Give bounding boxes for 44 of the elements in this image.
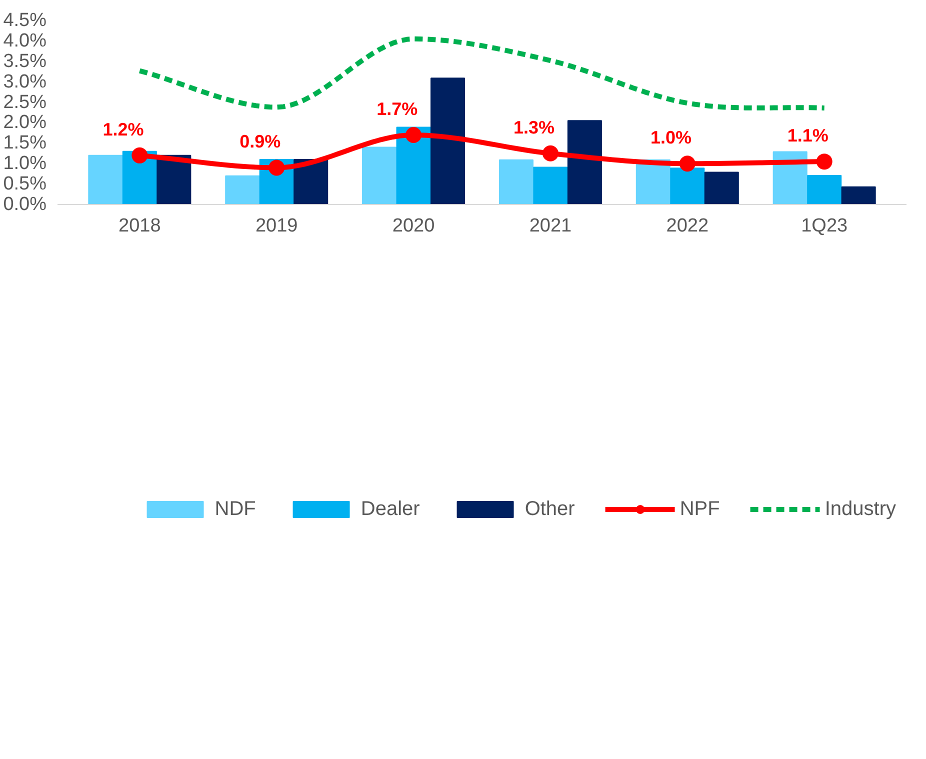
data-label: 1.1% [787,126,828,146]
bar [498,159,534,204]
y-tick-label: 0.0% [3,194,47,215]
bar [88,154,123,204]
y-tick-label: 1.5% [3,132,47,154]
point [406,127,422,143]
bar [841,186,876,204]
bar [362,146,397,204]
legend-label: NDF [214,498,256,520]
x-tick-label: 2020 [392,216,435,236]
x-tick-label: 2018 [118,216,161,236]
y-tick-label: 4.5% [3,10,47,31]
y-tick-label: 3.5% [3,50,47,72]
data-label: 1.0% [650,128,692,148]
x-tick-label: 2019 [255,216,298,236]
bar [807,174,842,204]
point [679,156,696,172]
legend-label: Other [524,498,575,520]
legend-label: Industry [824,498,896,520]
point [268,160,285,176]
data-label: 0.9% [240,132,281,152]
bar [704,172,739,204]
data-label: 1.3% [514,117,555,138]
y-tick-label: 1.0% [3,153,47,174]
legend-label: NPF [680,498,720,520]
y-tick-label: 0.5% [3,174,47,195]
y-tick-label: 2.0% [3,112,47,134]
bar [567,120,602,204]
x-tick-label: 2022 [666,216,709,236]
point [816,154,832,170]
y-tick-label: 3.0% [3,71,47,92]
x-tick-label: 1Q23 [801,216,848,236]
x-tick-label: 2021 [529,216,572,236]
bar [533,166,568,204]
point [542,145,558,162]
bar [670,168,705,204]
bar [430,78,466,204]
data-label: 1.7% [376,98,418,119]
y-tick-label: 2.5% [3,92,47,113]
legend-label: Dealer [360,498,420,520]
bar [225,175,260,204]
data-label: 1.2% [102,119,144,140]
point [132,147,148,164]
y-tick-label: 4.0% [3,30,47,52]
